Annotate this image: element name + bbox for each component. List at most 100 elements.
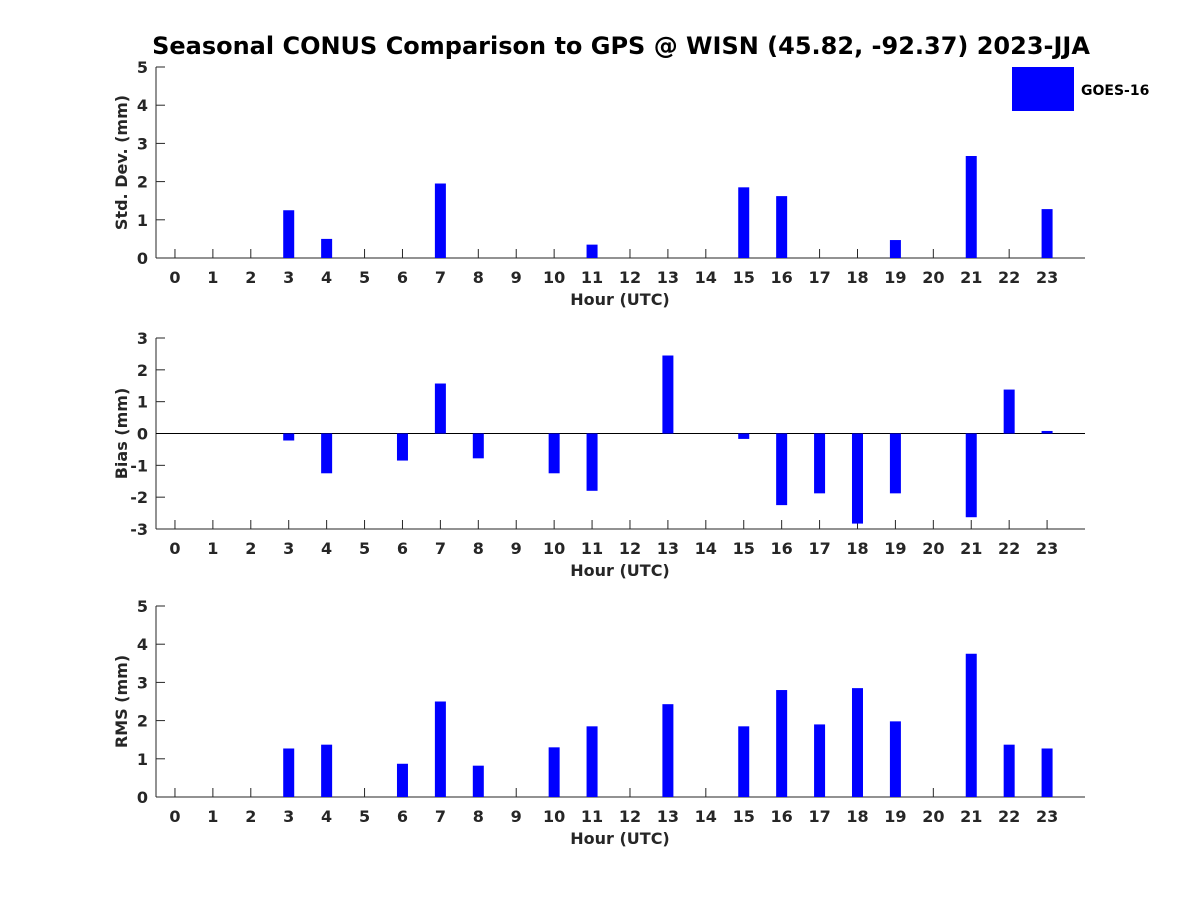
x-tick-label: 20 bbox=[922, 807, 944, 826]
bar-bias-15 bbox=[738, 433, 750, 439]
y-tick-label: 3 bbox=[137, 134, 148, 153]
y-tick-label: 2 bbox=[137, 361, 148, 380]
x-tick-label: 6 bbox=[397, 807, 408, 826]
x-axis-label: Hour (UTC) bbox=[570, 561, 670, 580]
x-tick-label: 23 bbox=[1036, 807, 1058, 826]
y-tick-label: 4 bbox=[137, 96, 148, 115]
y-tick-label: 1 bbox=[137, 211, 148, 230]
bar-bias-17 bbox=[814, 433, 826, 494]
x-tick-label: 17 bbox=[808, 268, 830, 287]
legend-swatch bbox=[1012, 67, 1074, 111]
x-tick-label: 23 bbox=[1036, 268, 1058, 287]
bar-rms-15 bbox=[738, 726, 750, 797]
y-tick-label: 2 bbox=[137, 173, 148, 192]
x-tick-label: 1 bbox=[207, 807, 218, 826]
x-tick-label: 16 bbox=[771, 268, 793, 287]
bar-rms-4 bbox=[321, 744, 333, 797]
x-tick-label: 13 bbox=[657, 539, 679, 558]
x-tick-label: 14 bbox=[695, 539, 717, 558]
y-tick-label: 3 bbox=[137, 673, 148, 692]
x-tick-label: 2 bbox=[245, 539, 256, 558]
x-axis-label: Hour (UTC) bbox=[570, 290, 670, 309]
y-axis-label: RMS (mm) bbox=[112, 655, 131, 748]
bar-rms-19 bbox=[889, 721, 901, 797]
legend: GOES-16 bbox=[1012, 67, 1149, 111]
x-tick-label: 22 bbox=[998, 807, 1020, 826]
x-tick-label: 12 bbox=[619, 807, 641, 826]
x-tick-label: 10 bbox=[543, 807, 565, 826]
bar-rms-23 bbox=[1041, 748, 1053, 797]
x-tick-label: 9 bbox=[511, 807, 522, 826]
y-tick-label: 4 bbox=[137, 635, 148, 654]
bar-rms-18 bbox=[851, 688, 863, 797]
y-tick-label: -1 bbox=[130, 456, 148, 475]
bar-bias-18 bbox=[851, 433, 863, 524]
y-tick-label: -2 bbox=[130, 488, 148, 507]
y-axis-label: Bias (mm) bbox=[112, 388, 131, 480]
y-tick-label: 1 bbox=[137, 393, 148, 412]
y-tick-label: 0 bbox=[137, 249, 148, 268]
bar-bias-7 bbox=[434, 383, 446, 434]
x-tick-label: 5 bbox=[359, 539, 370, 558]
bar-stddev-4 bbox=[321, 238, 333, 258]
x-tick-label: 4 bbox=[321, 807, 332, 826]
x-tick-label: 1 bbox=[207, 539, 218, 558]
x-tick-label: 18 bbox=[846, 539, 868, 558]
bar-bias-11 bbox=[586, 433, 598, 491]
x-tick-label: 20 bbox=[922, 268, 944, 287]
x-tick-label: 21 bbox=[960, 539, 982, 558]
y-tick-label: 3 bbox=[137, 329, 148, 348]
x-tick-label: 11 bbox=[581, 268, 603, 287]
x-tick-label: 13 bbox=[657, 807, 679, 826]
x-tick-label: 2 bbox=[245, 807, 256, 826]
bar-bias-22 bbox=[1003, 389, 1015, 434]
x-tick-label: 14 bbox=[695, 268, 717, 287]
x-tick-label: 9 bbox=[511, 539, 522, 558]
bar-rms-16 bbox=[776, 690, 788, 797]
x-tick-label: 0 bbox=[169, 807, 180, 826]
bar-rms-13 bbox=[662, 704, 674, 797]
x-tick-label: 18 bbox=[846, 807, 868, 826]
legend-label: GOES-16 bbox=[1081, 83, 1149, 99]
y-tick-label: -3 bbox=[130, 520, 148, 539]
x-tick-label: 19 bbox=[884, 807, 906, 826]
x-tick-label: 16 bbox=[771, 539, 793, 558]
bar-bias-21 bbox=[965, 433, 977, 518]
x-tick-label: 10 bbox=[543, 268, 565, 287]
x-tick-label: 6 bbox=[397, 539, 408, 558]
chart-title: Seasonal CONUS Comparison to GPS @ WISN … bbox=[152, 32, 1090, 60]
x-tick-label: 0 bbox=[169, 268, 180, 287]
x-tick-label: 7 bbox=[435, 539, 446, 558]
x-tick-label: 6 bbox=[397, 268, 408, 287]
x-tick-label: 7 bbox=[435, 807, 446, 826]
x-tick-label: 8 bbox=[473, 807, 484, 826]
bar-bias-3 bbox=[283, 433, 295, 441]
bar-bias-13 bbox=[662, 355, 674, 434]
bar-rms-8 bbox=[472, 765, 484, 797]
x-tick-label: 18 bbox=[846, 268, 868, 287]
bar-rms-10 bbox=[548, 747, 560, 797]
x-tick-label: 10 bbox=[543, 539, 565, 558]
bar-stddev-19 bbox=[889, 240, 901, 258]
bar-rms-7 bbox=[434, 701, 446, 797]
x-tick-label: 21 bbox=[960, 268, 982, 287]
y-axis-label: Std. Dev. (mm) bbox=[112, 95, 131, 230]
bar-bias-4 bbox=[321, 433, 333, 474]
x-tick-label: 20 bbox=[922, 539, 944, 558]
bar-bias-6 bbox=[396, 433, 408, 461]
bar-stddev-7 bbox=[434, 183, 446, 258]
bar-stddev-3 bbox=[283, 210, 295, 258]
bar-stddev-15 bbox=[738, 187, 750, 258]
x-tick-label: 8 bbox=[473, 268, 484, 287]
y-tick-label: 5 bbox=[137, 597, 148, 616]
x-tick-label: 15 bbox=[733, 807, 755, 826]
bar-rms-22 bbox=[1003, 744, 1015, 797]
bar-stddev-23 bbox=[1041, 209, 1053, 258]
x-tick-label: 9 bbox=[511, 268, 522, 287]
x-tick-label: 22 bbox=[998, 268, 1020, 287]
x-tick-label: 0 bbox=[169, 539, 180, 558]
x-tick-label: 22 bbox=[998, 539, 1020, 558]
x-tick-label: 12 bbox=[619, 539, 641, 558]
